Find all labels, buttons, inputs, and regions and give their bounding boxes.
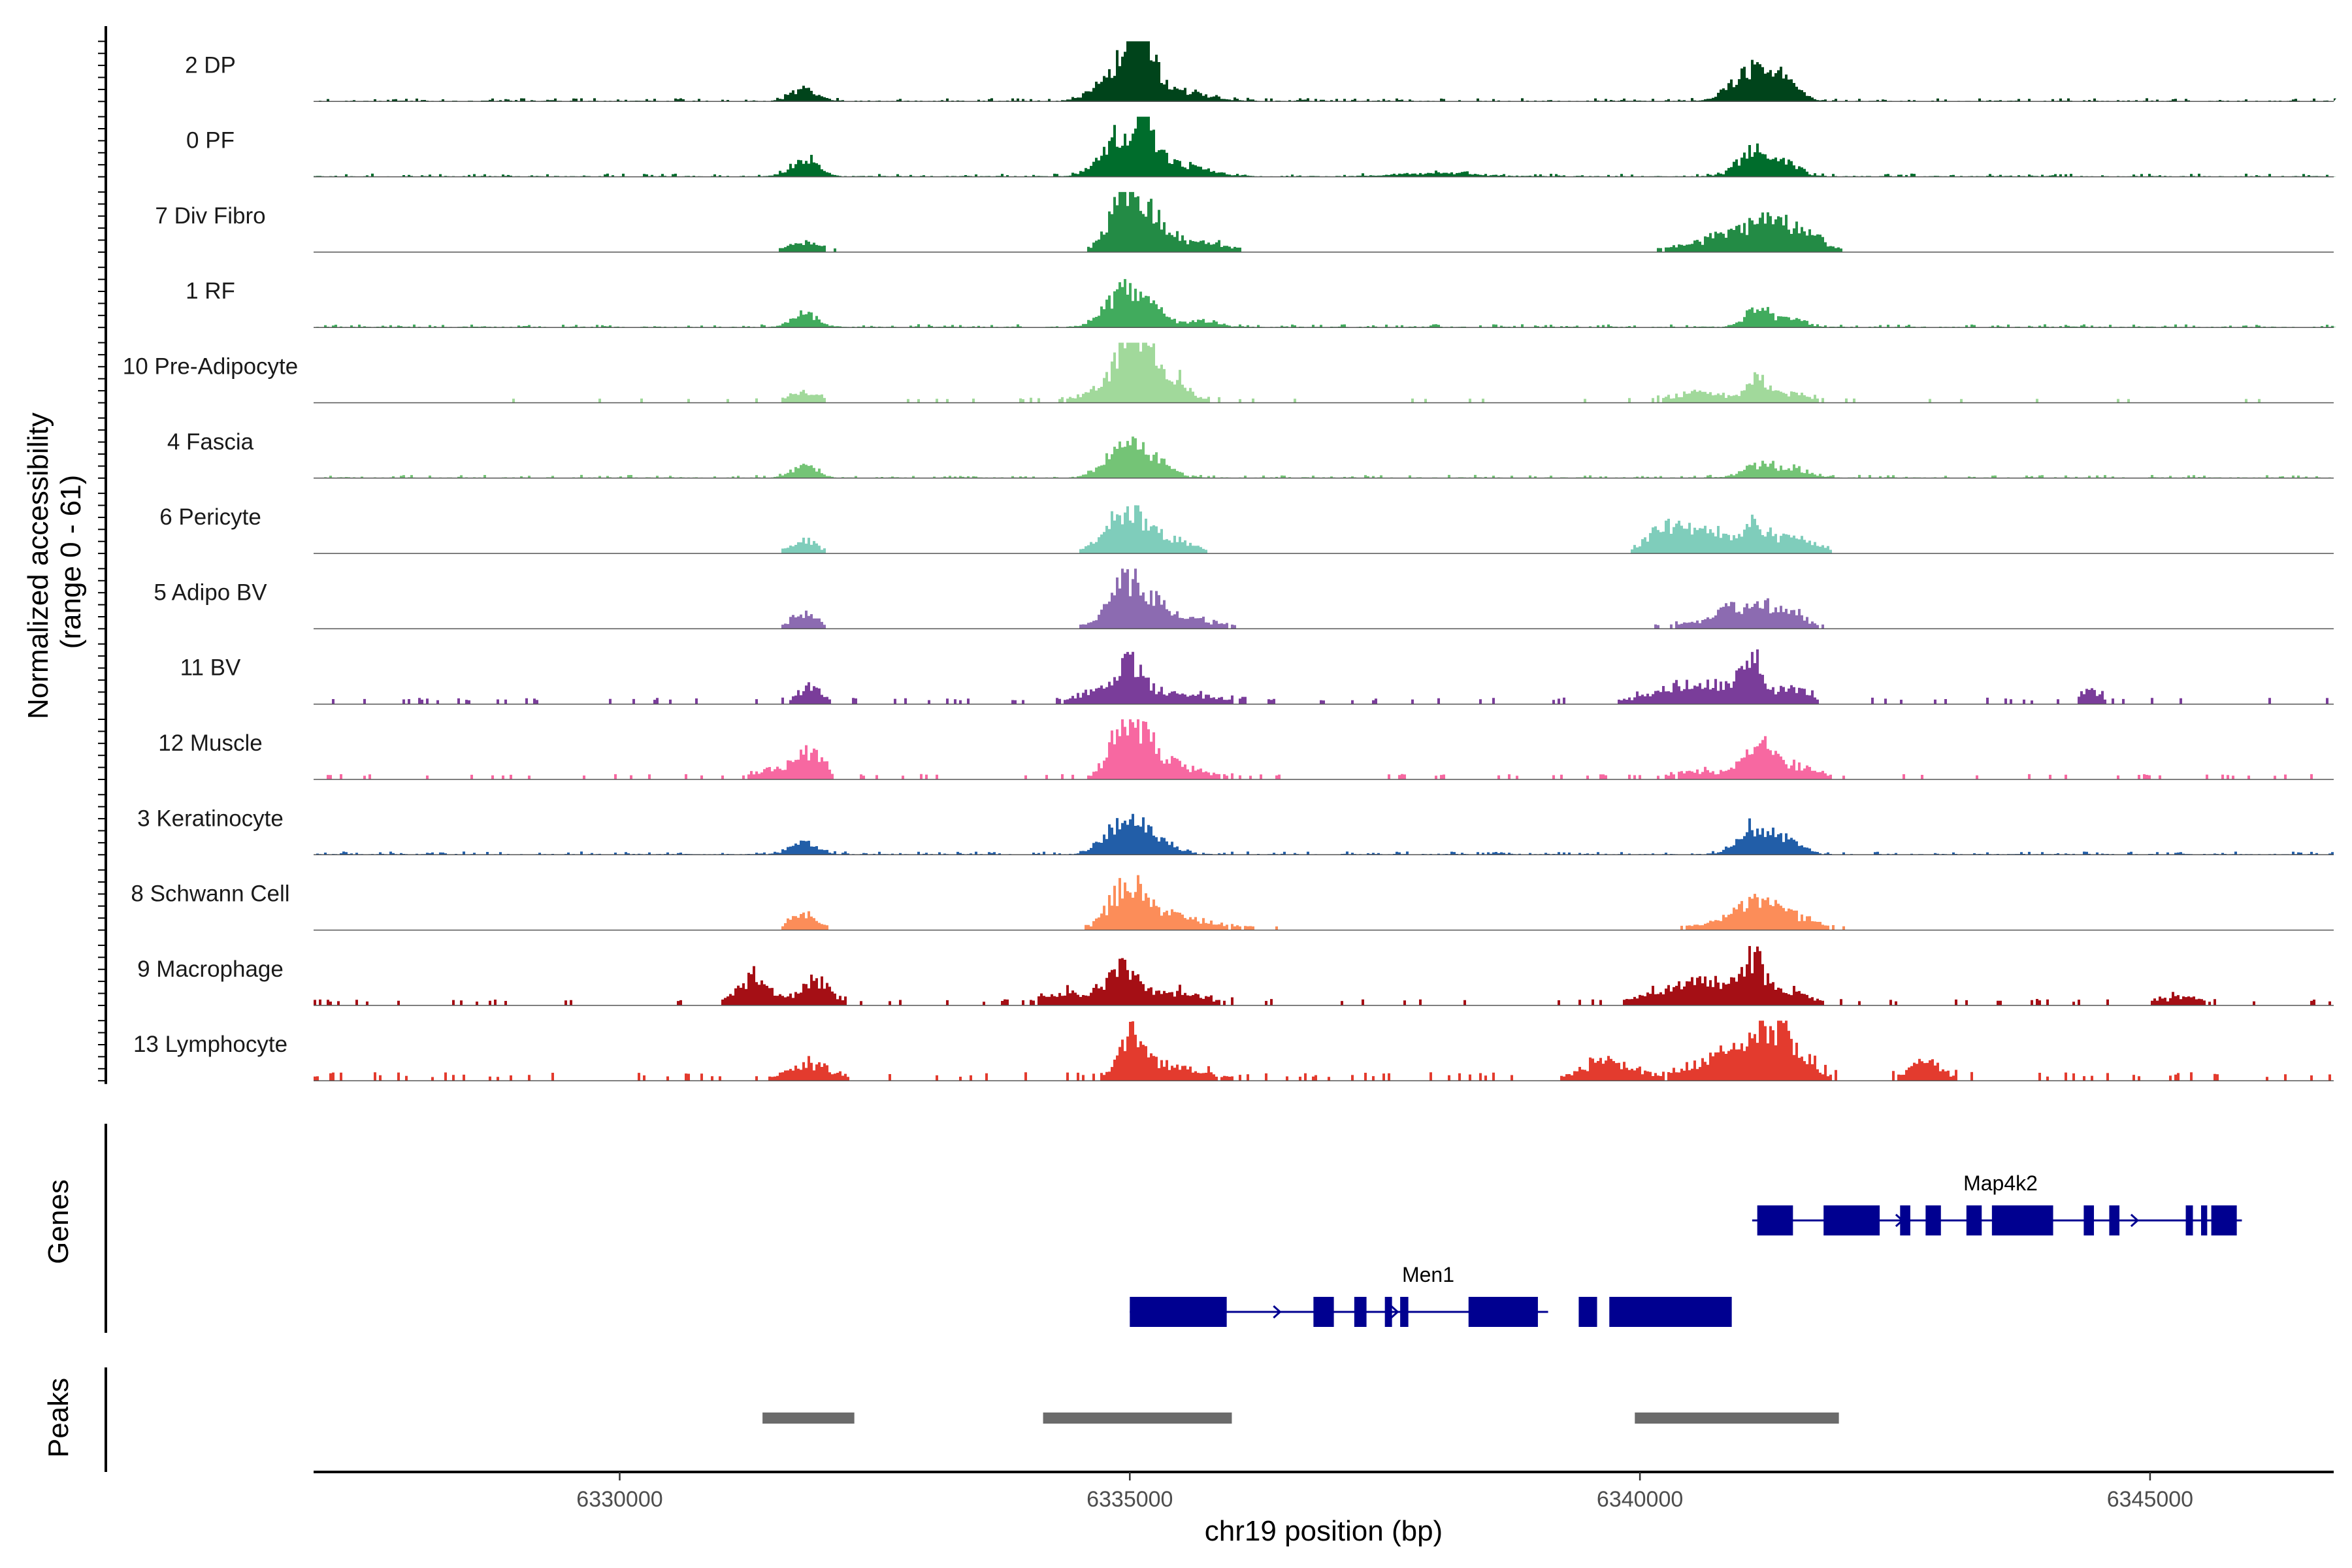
peak-region [1043,1413,1232,1424]
track-5: 10 Pre-Adipocyte [123,342,2334,404]
gene-exon [2185,1205,2193,1235]
track-label: 6 Pericyte [159,504,261,530]
gene-label: Map4k2 [1963,1171,2038,1195]
track-label: 11 BV [180,655,241,681]
x-tick-label: 6330000 [576,1487,662,1512]
gene-exon [2211,1205,2237,1235]
track-label: 10 Pre-Adipocyte [123,354,298,380]
track-1: 2 DP [185,41,2336,103]
genes-track-label: Genes [42,1179,74,1264]
gene-map4k2: Map4k2 [1752,1171,2242,1235]
track-6: 4 Fascia [167,429,2336,479]
gene-exon [1313,1297,1334,1327]
gene-exon [1757,1205,1793,1235]
coverage-area [327,719,2313,779]
track-14: 13 Lymphocyte [133,1021,2334,1081]
gene-exon [1991,1205,2053,1235]
gene-exon [1823,1205,1880,1235]
gene-exon [2109,1205,2120,1235]
track-4: 1 RF [186,278,2336,328]
track-13: 9 Macrophage [137,946,2334,1006]
gene-exon [1578,1297,1597,1327]
x-tick-label: 6335000 [1086,1487,1173,1512]
gene-exon [1900,1205,1910,1235]
x-axis: 6330000 6335000 6340000 6345000 [314,1471,2334,1512]
coverage-area [314,813,2336,855]
coverage-area [314,116,2336,177]
track-label: 1 RF [186,278,235,304]
track-label: 5 Adipo BV [154,580,267,605]
peak-region [762,1413,855,1424]
track-label: 2 DP [185,52,236,78]
track-label: 4 Fascia [167,429,254,455]
gene-exon [1354,1297,1367,1327]
track-8: 5 Adipo BV [154,568,2334,630]
gene-exon [1468,1297,1538,1327]
coverage-area [314,279,2336,328]
x-tick-label: 6345000 [2107,1487,2193,1512]
peak-region [1635,1413,1839,1424]
y-axis-title: Normalized accessibility (range 0 - 61) [22,404,87,719]
strand-arrow [2130,1213,2140,1228]
track-label: 3 Keratinocyte [137,806,284,831]
track-7: 6 Pericyte [159,504,2334,554]
gene-exon [1400,1297,1409,1327]
gene-exon [1925,1205,1941,1235]
gene-label: Men1 [1402,1263,1454,1286]
coverage-area [332,649,2328,704]
track-label: 7 Div Fibro [155,203,265,229]
coverage-area [314,41,2336,102]
track-label: 13 Lymphocyte [133,1032,287,1057]
track-label: 0 PF [186,128,235,154]
strand-arrow [1390,1305,1399,1319]
peaks-track [105,1367,1839,1472]
track-10: 12 Muscle [158,719,2334,780]
coverage-area [314,436,2336,478]
gene-men1: Men1 [1130,1263,1732,1327]
coverage-area [314,946,2331,1005]
coverage-area [781,505,1832,554]
track-label: 9 Macrophage [137,956,284,982]
gene-exon [1384,1297,1392,1327]
track-11: 3 Keratinocyte [137,806,2336,856]
strand-arrow [1273,1305,1282,1319]
coverage-tracks: 2 DP 0 PF 7 Div Fibro 1 RF 10 Pre-Adipocyte 4… [123,41,2336,1081]
gene-exon [1609,1297,1732,1327]
x-tick-label: 6340000 [1597,1487,1683,1512]
track-9: 11 BV [180,649,2334,705]
track-12: 8 Schwann Cell [131,875,2334,931]
gene-track: Men1 Map4k2 [105,1124,2242,1333]
track-label: 12 Muscle [158,730,263,756]
gene-exon [2083,1205,2095,1235]
gene-exon [1966,1205,1982,1235]
track-2: 0 PF [186,116,2336,178]
coverage-area [779,191,1842,252]
gene-exon [2200,1205,2208,1235]
peaks-track-label: Peaks [42,1378,74,1458]
coverage-area [314,1021,2331,1081]
coverage-area [512,342,2261,403]
track-label: 8 Schwann Cell [131,881,289,907]
x-axis-title: chr19 position (bp) [1205,1515,1443,1547]
y-axis [98,26,107,1085]
coverage-area [781,875,1845,930]
track-3: 7 Div Fibro [155,191,2334,253]
gene-exon [1130,1297,1227,1327]
coverage-area [781,568,1824,629]
